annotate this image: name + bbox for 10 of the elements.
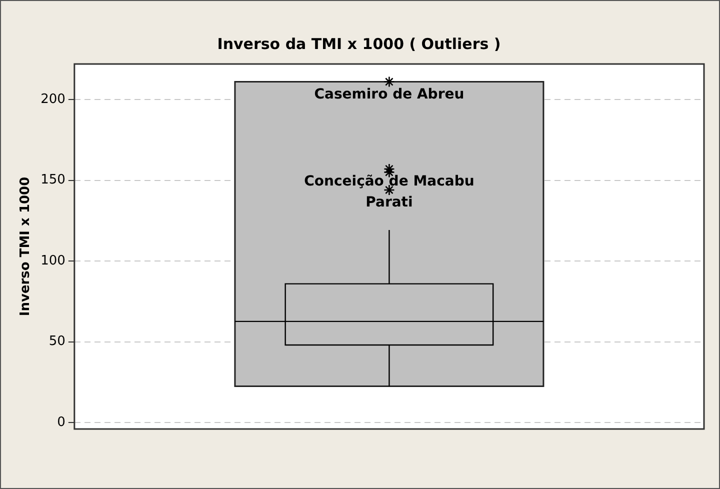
annotation: Conceição de Macabu (304, 174, 474, 190)
y-tick-label: 50 (48, 334, 66, 350)
annotation: Casemiro de Abreu (314, 86, 464, 102)
y-tick-label: 0 (57, 414, 66, 430)
y-axis-title: Inverso TMI x 1000 (18, 176, 34, 316)
y-tick-label: 100 (40, 253, 66, 268)
y-tick-label: 150 (40, 172, 66, 188)
annotation: Parati (366, 194, 413, 211)
y-tick-label: 200 (40, 92, 66, 107)
chart-title: Inverso da TMI x 1000 ( Outliers ) (217, 34, 501, 53)
